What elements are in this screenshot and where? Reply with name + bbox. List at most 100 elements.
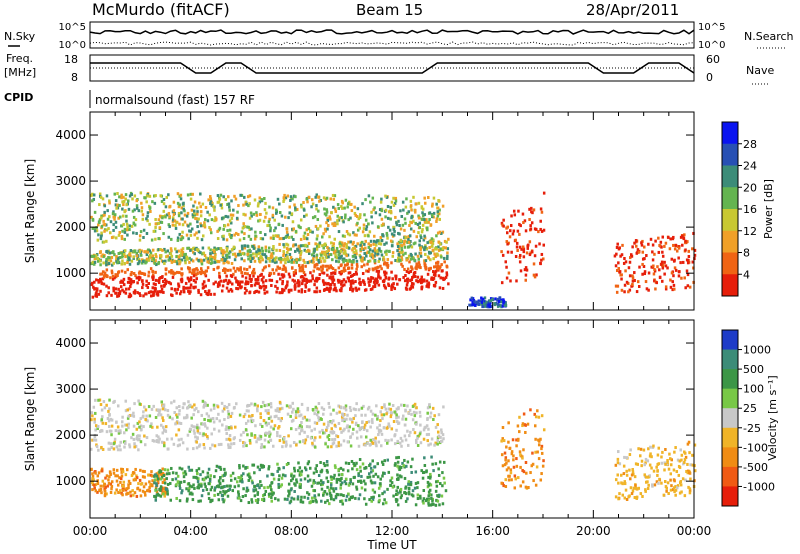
data-point — [107, 478, 110, 482]
data-point — [128, 258, 131, 262]
data-point — [313, 412, 316, 416]
data-point — [332, 278, 336, 282]
data-point — [121, 467, 124, 471]
data-point — [284, 266, 287, 270]
data-point — [190, 258, 193, 262]
data-point — [433, 443, 436, 447]
data-point — [400, 251, 403, 255]
data-point — [150, 407, 154, 411]
data-point — [327, 253, 331, 257]
data-point — [274, 497, 277, 501]
data-point — [418, 221, 422, 225]
data-point — [617, 481, 620, 485]
data-point — [210, 432, 213, 436]
data-point — [628, 274, 632, 278]
data-point — [324, 442, 327, 446]
data-point — [378, 213, 382, 217]
data-point — [321, 264, 325, 268]
data-point — [193, 403, 196, 407]
data-point — [267, 411, 270, 415]
data-point — [330, 497, 333, 501]
data-point — [409, 257, 413, 261]
data-point — [392, 227, 396, 231]
data-point — [286, 257, 290, 261]
data-point — [346, 267, 350, 271]
data-point — [118, 444, 121, 448]
data-point — [193, 200, 197, 204]
data-point — [396, 282, 399, 286]
data-point — [280, 476, 284, 480]
data-point — [502, 218, 505, 222]
data-point — [383, 273, 387, 277]
data-point — [282, 236, 285, 240]
data-point — [256, 278, 260, 282]
data-point — [256, 500, 259, 504]
data-point — [364, 466, 368, 470]
data-point — [439, 435, 442, 439]
data-point — [140, 253, 143, 257]
data-point — [188, 270, 192, 274]
data-point — [647, 475, 650, 479]
data-point — [331, 280, 334, 284]
data-point — [313, 427, 316, 431]
data-point — [161, 472, 165, 476]
data-point — [515, 241, 519, 245]
data-point — [305, 280, 308, 284]
data-point — [232, 442, 236, 446]
data-point — [321, 267, 324, 271]
data-point — [270, 488, 273, 492]
data-point — [353, 233, 357, 237]
data-point — [424, 265, 428, 269]
data-point — [347, 279, 351, 283]
data-point — [667, 235, 670, 239]
data-point — [108, 199, 111, 203]
data-point — [351, 242, 355, 246]
data-point — [315, 204, 318, 208]
data-point — [656, 265, 659, 269]
data-point — [298, 471, 302, 475]
data-point — [378, 498, 381, 502]
data-point — [251, 245, 255, 249]
data-point — [341, 206, 344, 210]
data-point — [183, 220, 187, 224]
data-point — [165, 477, 168, 481]
data-point — [272, 234, 275, 238]
data-point — [418, 494, 422, 498]
data-point — [657, 446, 661, 450]
data-point — [127, 295, 131, 299]
data-point — [199, 499, 202, 503]
data-point — [417, 257, 420, 261]
data-point — [359, 255, 362, 259]
data-point — [345, 246, 349, 250]
data-point — [167, 223, 171, 227]
data-point — [672, 274, 675, 278]
data-point — [338, 216, 341, 220]
data-point — [677, 473, 681, 477]
data-point — [127, 426, 130, 430]
data-point — [674, 446, 677, 450]
data-point — [406, 241, 409, 245]
data-point — [355, 223, 358, 227]
data-point — [278, 409, 281, 413]
data-point — [319, 224, 322, 228]
data-point — [344, 498, 348, 502]
data-point — [303, 441, 307, 445]
data-point — [311, 277, 315, 281]
data-point — [356, 228, 360, 232]
power-y-axis-label: Slant Range [km] — [23, 159, 37, 263]
data-point — [624, 269, 627, 273]
data-point — [406, 443, 410, 447]
data-point — [488, 305, 492, 309]
data-point — [342, 429, 345, 433]
data-point — [272, 427, 275, 431]
data-point — [405, 197, 408, 201]
data-point — [138, 437, 141, 441]
data-point — [434, 462, 438, 466]
data-point — [138, 259, 141, 263]
data-point — [202, 258, 206, 262]
data-point — [258, 486, 261, 490]
data-point — [436, 252, 439, 256]
data-point — [438, 217, 442, 221]
data-point — [411, 256, 414, 260]
data-point — [125, 423, 129, 427]
